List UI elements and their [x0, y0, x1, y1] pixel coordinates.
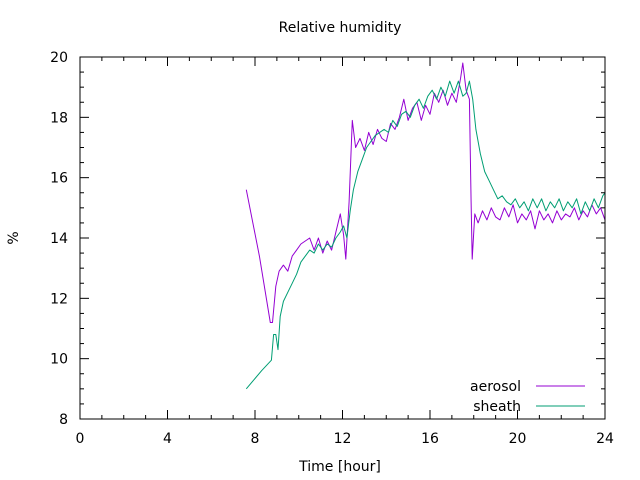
x-tick-label: 0	[76, 431, 85, 447]
series-layer	[245, 62, 606, 390]
x-axis-label: Time [hour]	[298, 459, 381, 475]
y-tick-label: 10	[50, 352, 68, 368]
series-line-aerosol	[245, 62, 606, 323]
y-axis-label: %	[6, 231, 22, 244]
x-tick-label: 16	[421, 431, 439, 447]
x-tick-label: 12	[334, 431, 352, 447]
y-tick-label: 8	[59, 412, 68, 428]
series-line-sheath	[245, 80, 606, 390]
y-tick-label: 20	[50, 50, 68, 66]
x-tick-label: 4	[163, 431, 172, 447]
legend-label-aerosol: aerosol	[470, 379, 521, 395]
plot-frame	[79, 56, 606, 420]
chart-title: Relative humidity	[279, 20, 402, 36]
y-tick-label: 18	[50, 110, 68, 126]
legend: aerosol sheath	[470, 379, 585, 415]
x-tick-label: 8	[251, 431, 260, 447]
y-tick-label: 16	[50, 171, 68, 187]
y-tick-label: 12	[50, 291, 68, 307]
x-tick-label: 24	[596, 431, 614, 447]
y-tick-label: 14	[50, 231, 68, 247]
x-tick-label: 20	[509, 431, 527, 447]
legend-label-sheath: sheath	[473, 399, 521, 415]
ticks-layer: 0 4 8 12 16 20 24 8 10 12 14 16 18 20	[50, 50, 614, 447]
